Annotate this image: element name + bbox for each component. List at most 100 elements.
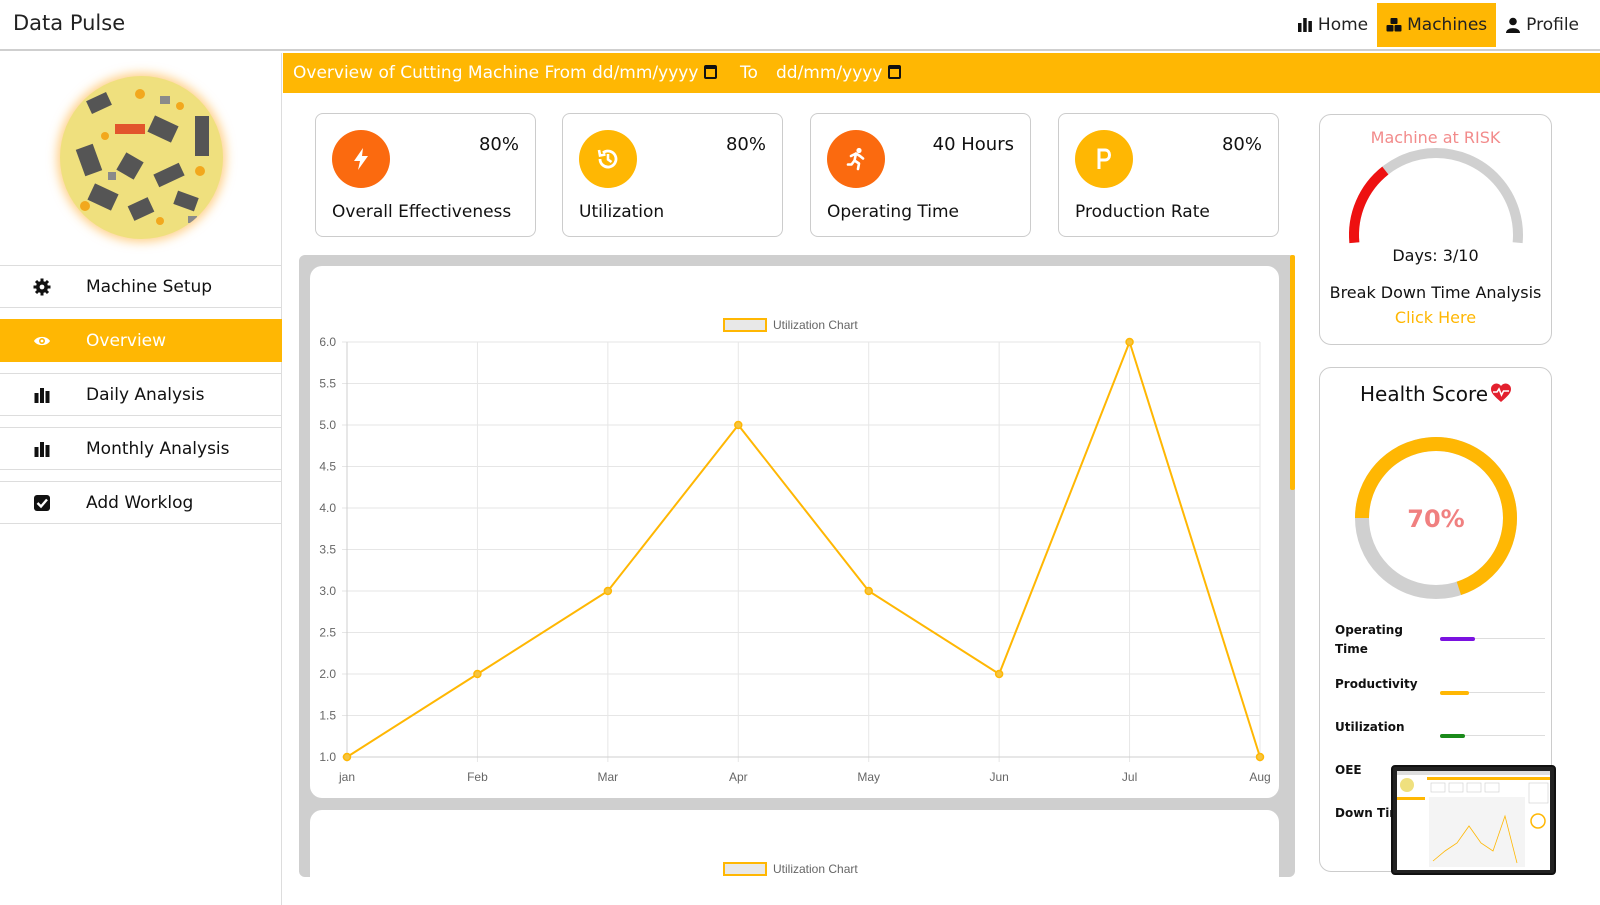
kpi-label: Operating Time bbox=[827, 202, 959, 222]
sidebar-item-label: Daily Analysis bbox=[86, 384, 205, 405]
x-tick-label: Mar bbox=[598, 770, 619, 784]
to-date-input[interactable]: dd/mm/yyyy bbox=[776, 63, 902, 83]
header-title: Overview of Cutting Machine From bbox=[293, 63, 587, 83]
health-title: Health Score bbox=[1360, 382, 1489, 406]
sidebar-item-add-worklog[interactable]: Add Worklog bbox=[0, 481, 282, 524]
utilization-line-chart: Utilization Chart 6.0 5.5 5.0 4.5 4.0 3.5 3.0 2.… bbox=[319, 318, 1271, 784]
to-label: To bbox=[740, 63, 758, 83]
calendar-icon[interactable] bbox=[704, 65, 718, 79]
health-score-value: 70% bbox=[1407, 505, 1464, 533]
utilization-chart-card: Utilization Chart 6.0 5.5 5.0 4.5 4.0 3.5 3.0 2.… bbox=[310, 266, 1279, 798]
data-point bbox=[1125, 337, 1134, 347]
data-point bbox=[342, 752, 352, 762]
sidebar-menu: Machine Setup Overview Daily Analysis Mo… bbox=[0, 265, 282, 535]
kpi-card-production-rate: 80% Production Rate bbox=[1058, 113, 1279, 237]
bar-chart-icon bbox=[1297, 18, 1312, 32]
y-tick-label: 2.5 bbox=[319, 626, 336, 640]
sidebar-item-machine-setup[interactable]: Machine Setup bbox=[0, 265, 282, 308]
gear-icon bbox=[33, 278, 51, 296]
sidebar-item-daily-analysis[interactable]: Daily Analysis bbox=[0, 373, 282, 416]
kpi-value: 80% bbox=[478, 134, 519, 155]
overview-header: Overview of Cutting Machine From dd/mm/y… bbox=[283, 53, 1600, 93]
legend-swatch bbox=[723, 318, 767, 332]
data-point bbox=[864, 586, 873, 596]
y-tick-label: 5.5 bbox=[319, 377, 336, 391]
x-tick-label: jan bbox=[338, 770, 355, 784]
kpi-card-overall-effectiveness: 80% Overall Effectiveness bbox=[315, 113, 536, 237]
y-tick-label: 6.0 bbox=[319, 335, 336, 349]
risk-days: Days: 3/10 bbox=[1392, 246, 1479, 265]
data-point bbox=[603, 586, 613, 596]
kpi-value: 40 Hours bbox=[932, 134, 1014, 155]
breakdown-analysis-label: Break Down Time Analysis bbox=[1329, 283, 1542, 302]
second-chart-card: Utilization Chart bbox=[310, 810, 1279, 877]
click-here-link[interactable]: Click Here bbox=[1394, 308, 1477, 327]
bar-chart-icon bbox=[34, 388, 50, 403]
health-metric-bar bbox=[1440, 690, 1470, 695]
sidebar-item-label: Overview bbox=[86, 330, 167, 351]
x-tick-label: Jul bbox=[1122, 770, 1137, 784]
to-date-placeholder: dd/mm/yyyy bbox=[776, 63, 883, 83]
legend-label: Utilization Chart bbox=[773, 862, 858, 876]
history-icon bbox=[579, 130, 637, 188]
health-metric-track bbox=[1440, 638, 1545, 639]
chart-scrollbar[interactable] bbox=[1290, 255, 1295, 490]
eye-icon bbox=[34, 336, 50, 346]
health-metric-label: Operating Time bbox=[1335, 623, 1403, 656]
data-point bbox=[734, 420, 743, 430]
health-metric-track bbox=[1440, 735, 1545, 736]
x-tick-label: Apr bbox=[729, 770, 748, 784]
y-tick-label: 1.5 bbox=[319, 709, 336, 723]
y-tick-label: 5.0 bbox=[319, 418, 336, 432]
x-tick-label: Jun bbox=[989, 770, 1008, 784]
top-navbar: Data Pulse Home Machines Profile bbox=[0, 0, 1600, 51]
running-icon bbox=[827, 130, 885, 188]
preview-screen bbox=[1397, 771, 1550, 870]
sidebar-item-label: Machine Setup bbox=[86, 276, 213, 297]
nav-profile[interactable]: Profile bbox=[1496, 3, 1588, 47]
charts-scroll-container[interactable]: Utilization Chart 6.0 5.5 5.0 4.5 4.0 3.5 3.0 2.… bbox=[299, 255, 1295, 877]
data-point bbox=[473, 669, 482, 679]
kpi-value: 80% bbox=[1221, 134, 1262, 155]
health-metric-bar bbox=[1440, 636, 1475, 641]
kpi-label: Overall Effectiveness bbox=[332, 202, 512, 222]
risk-gauge-track bbox=[1349, 148, 1523, 244]
nav-home[interactable]: Home bbox=[1288, 3, 1377, 47]
nav-home-label: Home bbox=[1317, 15, 1369, 35]
nav-machines[interactable]: Machines bbox=[1377, 3, 1497, 47]
kpi-label: Production Rate bbox=[1075, 202, 1210, 222]
health-metric-label: OEE bbox=[1335, 763, 1362, 777]
checkbox-icon bbox=[34, 495, 50, 511]
health-metric-label: Utilization bbox=[1335, 720, 1405, 734]
screen-preview-thumbnail[interactable] bbox=[1391, 765, 1556, 875]
health-metric-label: Productivity bbox=[1335, 677, 1418, 691]
x-tick-label: Feb bbox=[467, 770, 488, 784]
nav-machines-label: Machines bbox=[1407, 15, 1488, 35]
legend-swatch bbox=[723, 862, 767, 876]
legend-label: Utilization Chart bbox=[773, 318, 858, 332]
y-tick-label: 3.0 bbox=[319, 584, 336, 598]
kpi-card-utilization: 80% Utilization bbox=[562, 113, 783, 237]
health-ring-fill bbox=[1355, 437, 1517, 596]
user-icon bbox=[1506, 17, 1521, 33]
sidebar-item-label: Monthly Analysis bbox=[86, 438, 230, 459]
app-title[interactable]: Data Pulse bbox=[13, 11, 126, 35]
from-date-input[interactable]: dd/mm/yyyy bbox=[592, 63, 718, 83]
y-tick-label: 1.0 bbox=[319, 750, 336, 764]
bar-chart-icon bbox=[34, 442, 50, 457]
kpi-value: 80% bbox=[725, 134, 766, 155]
machines-illustration-logo bbox=[60, 76, 223, 239]
sidebar-item-monthly-analysis[interactable]: Monthly Analysis bbox=[0, 427, 282, 470]
from-date-placeholder: dd/mm/yyyy bbox=[592, 63, 699, 83]
top-nav: Home Machines Profile bbox=[1288, 3, 1588, 47]
data-point bbox=[994, 669, 1004, 679]
kpi-label: Utilization bbox=[579, 202, 665, 222]
bolt-icon bbox=[332, 130, 390, 188]
sidebar-item-overview[interactable]: Overview bbox=[0, 319, 282, 362]
health-metric-bar bbox=[1440, 733, 1466, 738]
y-tick-label: 4.0 bbox=[319, 501, 336, 515]
calendar-icon[interactable] bbox=[888, 65, 902, 79]
data-point bbox=[1255, 752, 1265, 762]
kpi-card-operating-time: 40 Hours Operating Time bbox=[810, 113, 1031, 237]
risk-gauge-fill bbox=[1349, 166, 1389, 244]
